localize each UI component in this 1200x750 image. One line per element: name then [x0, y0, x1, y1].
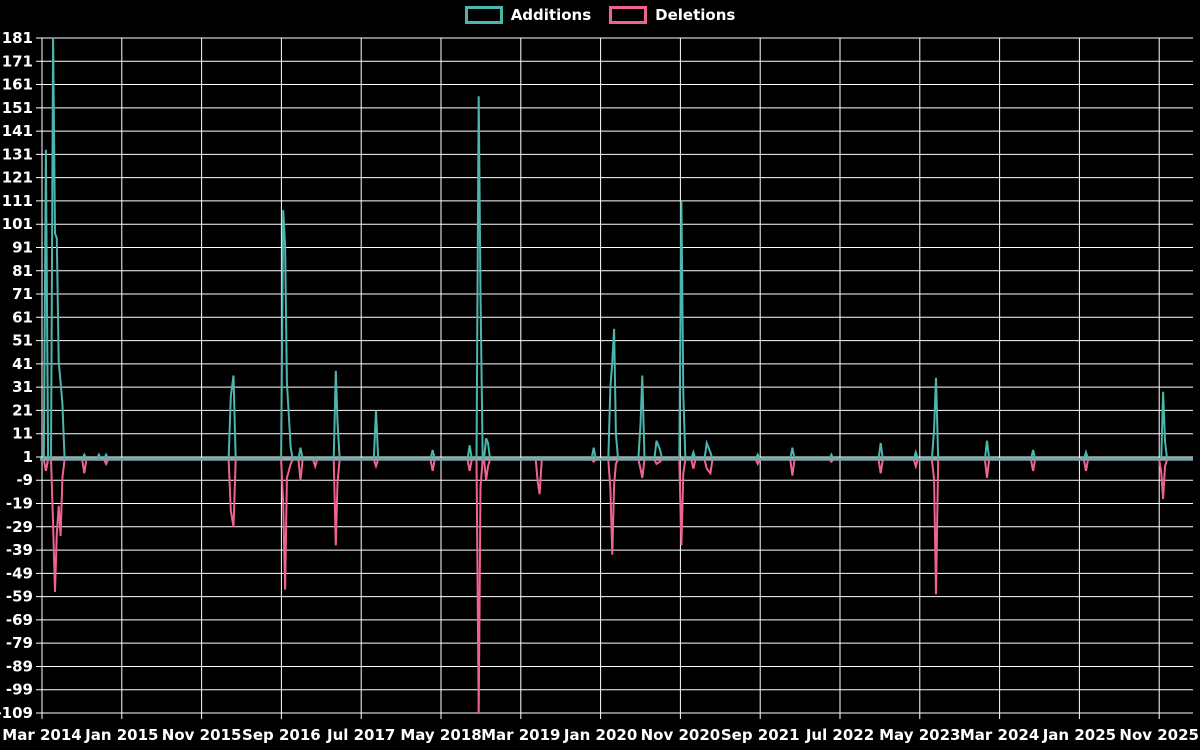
y-axis-tick-label: -29	[6, 518, 33, 536]
additions-swatch-icon	[464, 6, 503, 24]
x-axis-tick-label: Nov 2025	[1119, 726, 1199, 744]
y-axis-tick-label: -89	[6, 657, 33, 675]
y-axis-tick-label: 21	[12, 401, 33, 419]
x-axis-tick-label: Mar 2019	[481, 726, 560, 744]
y-axis-tick-label: 91	[12, 238, 33, 256]
additions-line	[40, 37, 1193, 461]
y-axis-tick-label: -109	[0, 704, 33, 722]
axis-tick-labels: 1811711611511411311211111019181716151413…	[0, 29, 1199, 744]
x-axis-tick-label: Jan 2025	[1042, 726, 1116, 744]
x-axis-tick-label: Nov 2015	[162, 726, 242, 744]
y-axis-tick-label: 181	[2, 29, 33, 47]
y-axis-tick-label: -9	[16, 471, 33, 489]
x-axis-tick-label: Mar 2014	[2, 726, 81, 744]
y-axis-tick-label: -19	[6, 495, 33, 513]
y-axis-tick-label: -69	[6, 611, 33, 629]
y-axis-tick-label: 61	[12, 308, 33, 326]
y-axis-tick-label: 11	[12, 425, 33, 443]
x-axis-tick-label: Jul 2022	[805, 726, 874, 744]
y-axis-tick-label: -79	[6, 634, 33, 652]
y-axis-tick-label: 131	[2, 145, 33, 163]
y-axis-tick-label: 161	[2, 76, 33, 94]
x-axis-tick-label: May 2018	[400, 726, 481, 744]
x-axis-tick-label: Jan 2020	[563, 726, 637, 744]
x-axis-tick-label: Mar 2024	[960, 726, 1039, 744]
y-axis-tick-label: 71	[12, 285, 33, 303]
y-axis-tick-label: 111	[2, 192, 33, 210]
y-axis-tick-label: 1	[23, 448, 33, 466]
y-axis-tick-label: 171	[2, 52, 33, 70]
legend-item-additions[interactable]: Additions	[464, 5, 592, 24]
y-axis-tick-label: -49	[6, 564, 33, 582]
x-axis-tick-label: Jan 2015	[84, 726, 158, 744]
y-axis-tick-label: -59	[6, 588, 33, 606]
x-axis-tick-label: May 2023	[879, 726, 960, 744]
y-axis-tick-label: 151	[2, 99, 33, 117]
y-axis-tick-label: 121	[2, 169, 33, 187]
y-axis-tick-label: -99	[6, 681, 33, 699]
deletions-legend-label: Deletions	[655, 5, 736, 24]
y-axis-tick-label: 81	[12, 262, 33, 280]
x-axis-tick-label: Sep 2016	[242, 726, 321, 744]
chart-legend: Additions Deletions	[0, 6, 1200, 24]
x-axis-tick-label: Sep 2021	[721, 726, 800, 744]
y-axis-tick-label: 101	[2, 215, 33, 233]
additions-legend-label: Additions	[510, 5, 592, 24]
x-axis-tick-label: Nov 2020	[641, 726, 721, 744]
legend-item-deletions[interactable]: Deletions	[609, 6, 735, 24]
y-axis-tick-label: 51	[12, 332, 33, 350]
y-axis-tick-label: 141	[2, 122, 33, 140]
y-axis-tick-label: -39	[6, 541, 33, 559]
deletions-swatch-icon	[609, 6, 648, 24]
y-axis-tick-label: 41	[12, 355, 33, 373]
y-axis-tick-label: 31	[12, 378, 33, 396]
x-axis-tick-label: Jul 2017	[326, 726, 395, 744]
